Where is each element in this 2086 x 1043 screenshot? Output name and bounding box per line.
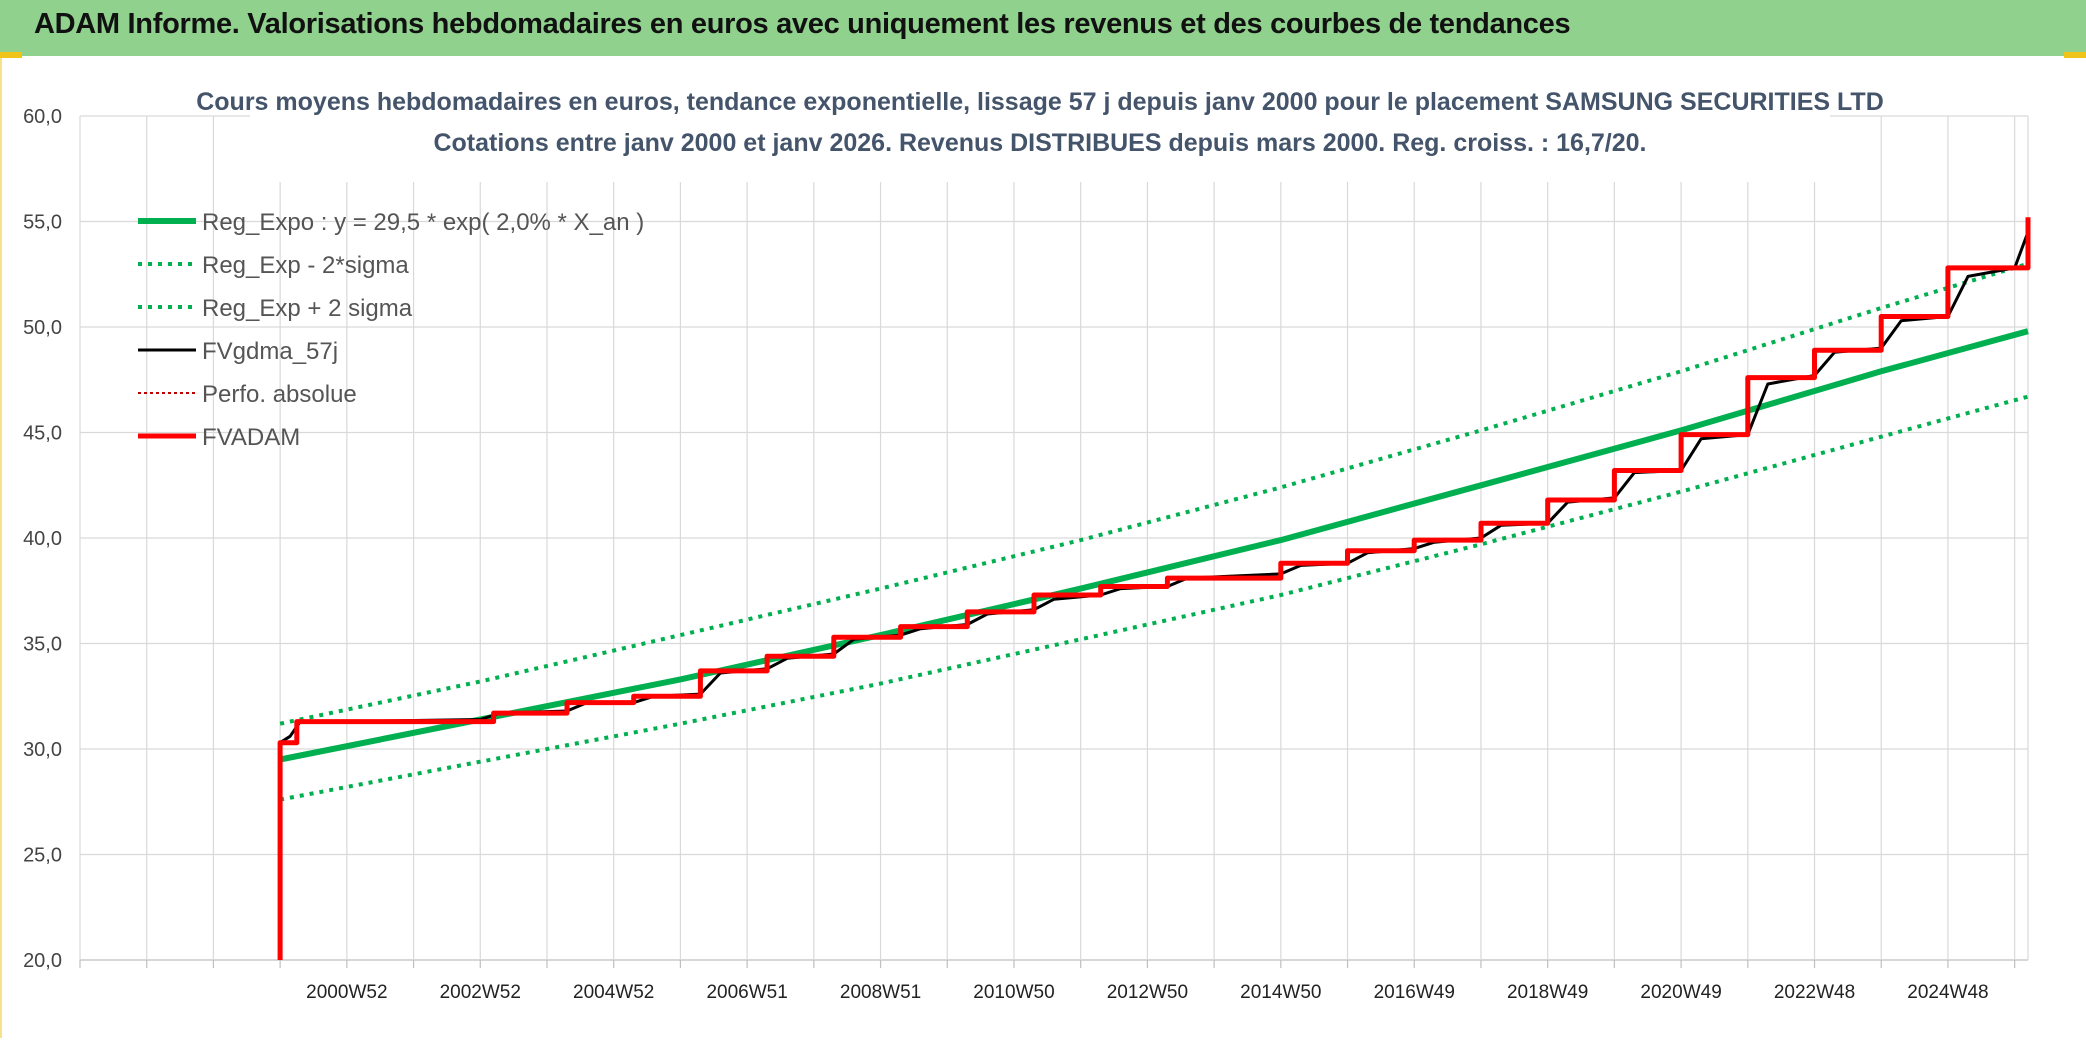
x-tick-label: 2008W51 bbox=[840, 982, 921, 1003]
y-tick-label: 60,0 bbox=[23, 106, 62, 128]
x-tick-label: 2024W48 bbox=[1907, 982, 1988, 1003]
x-tick-label: 2012W50 bbox=[1107, 982, 1188, 1003]
series-line-1 bbox=[279, 394, 2029, 802]
legend: Reg_Expo : y = 29,5 * exp( 2,0% * X_an )… bbox=[138, 209, 644, 451]
axis-layer: 20,0 25,0 30,0 35,0 40,0 45,0 50,0 55,0 60,0 2000… bbox=[23, 106, 2016, 1003]
legend-label: Perfo. absolue bbox=[202, 381, 357, 408]
legend-label: FVgdma_57j bbox=[202, 338, 338, 365]
frame-accent bbox=[0, 56, 2, 1038]
y-tick-label: 40,0 bbox=[23, 528, 62, 550]
legend-label: Reg_Expo : y = 29,5 * exp( 2,0% * X_an ) bbox=[202, 209, 644, 236]
x-tick-label: 2014W50 bbox=[1240, 982, 1321, 1003]
x-tick-label: 2002W52 bbox=[440, 982, 521, 1003]
series-line-3 bbox=[279, 231, 2030, 744]
series-layer bbox=[277, 217, 2031, 960]
corner-accent-left bbox=[0, 52, 22, 58]
report-banner: ADAM Informe. Valorisations hebdomadaire… bbox=[0, 0, 2086, 56]
x-tick-label: 2016W49 bbox=[1374, 982, 1455, 1003]
grid-layer bbox=[79, 115, 2029, 961]
x-tick-label: 2018W49 bbox=[1507, 982, 1588, 1003]
x-tick-label: 2000W52 bbox=[306, 982, 387, 1003]
title-background bbox=[250, 78, 1830, 182]
y-tick-label: 30,0 bbox=[23, 739, 62, 761]
legend-label: FVADAM bbox=[202, 424, 300, 451]
chart-title: Cours moyens hebdomadaires en euros, ten… bbox=[196, 78, 1884, 182]
y-tick-label: 55,0 bbox=[23, 212, 62, 234]
series-line-2 bbox=[279, 261, 2029, 726]
y-tick-label: 20,0 bbox=[23, 950, 62, 972]
x-tick-label: 2022W48 bbox=[1774, 982, 1855, 1003]
series-line-0 bbox=[279, 328, 2029, 763]
y-tick-label: 25,0 bbox=[23, 845, 62, 867]
x-tick-label: 2004W52 bbox=[573, 982, 654, 1003]
x-tick-label: 2006W51 bbox=[706, 982, 787, 1003]
y-tick-label: 50,0 bbox=[23, 317, 62, 339]
legend-label: Reg_Exp - 2*sigma bbox=[202, 252, 409, 279]
corner-accent-right bbox=[2064, 52, 2086, 58]
y-tick-label: 35,0 bbox=[23, 634, 62, 656]
legend-label: Reg_Exp + 2 sigma bbox=[202, 295, 413, 322]
y-tick-label: 45,0 bbox=[23, 423, 62, 445]
x-tick-label: 2010W50 bbox=[973, 982, 1054, 1003]
series-line-5 bbox=[277, 217, 2031, 960]
chart-title-line-1: Cours moyens hebdomadaires en euros, ten… bbox=[196, 88, 1884, 116]
report-title: ADAM Informe. Valorisations hebdomadaire… bbox=[34, 8, 1571, 40]
chart-title-line-2: Cotations entre janv 2000 et janv 2026. … bbox=[433, 129, 1646, 157]
x-tick-label: 2020W49 bbox=[1640, 982, 1721, 1003]
chart-svg: 20,0 25,0 30,0 35,0 40,0 45,0 50,0 55,0 60,0 2000… bbox=[23, 78, 2031, 1003]
chart-area: 20,0 25,0 30,0 35,0 40,0 45,0 50,0 55,0 60,0 2000… bbox=[0, 58, 2086, 1038]
